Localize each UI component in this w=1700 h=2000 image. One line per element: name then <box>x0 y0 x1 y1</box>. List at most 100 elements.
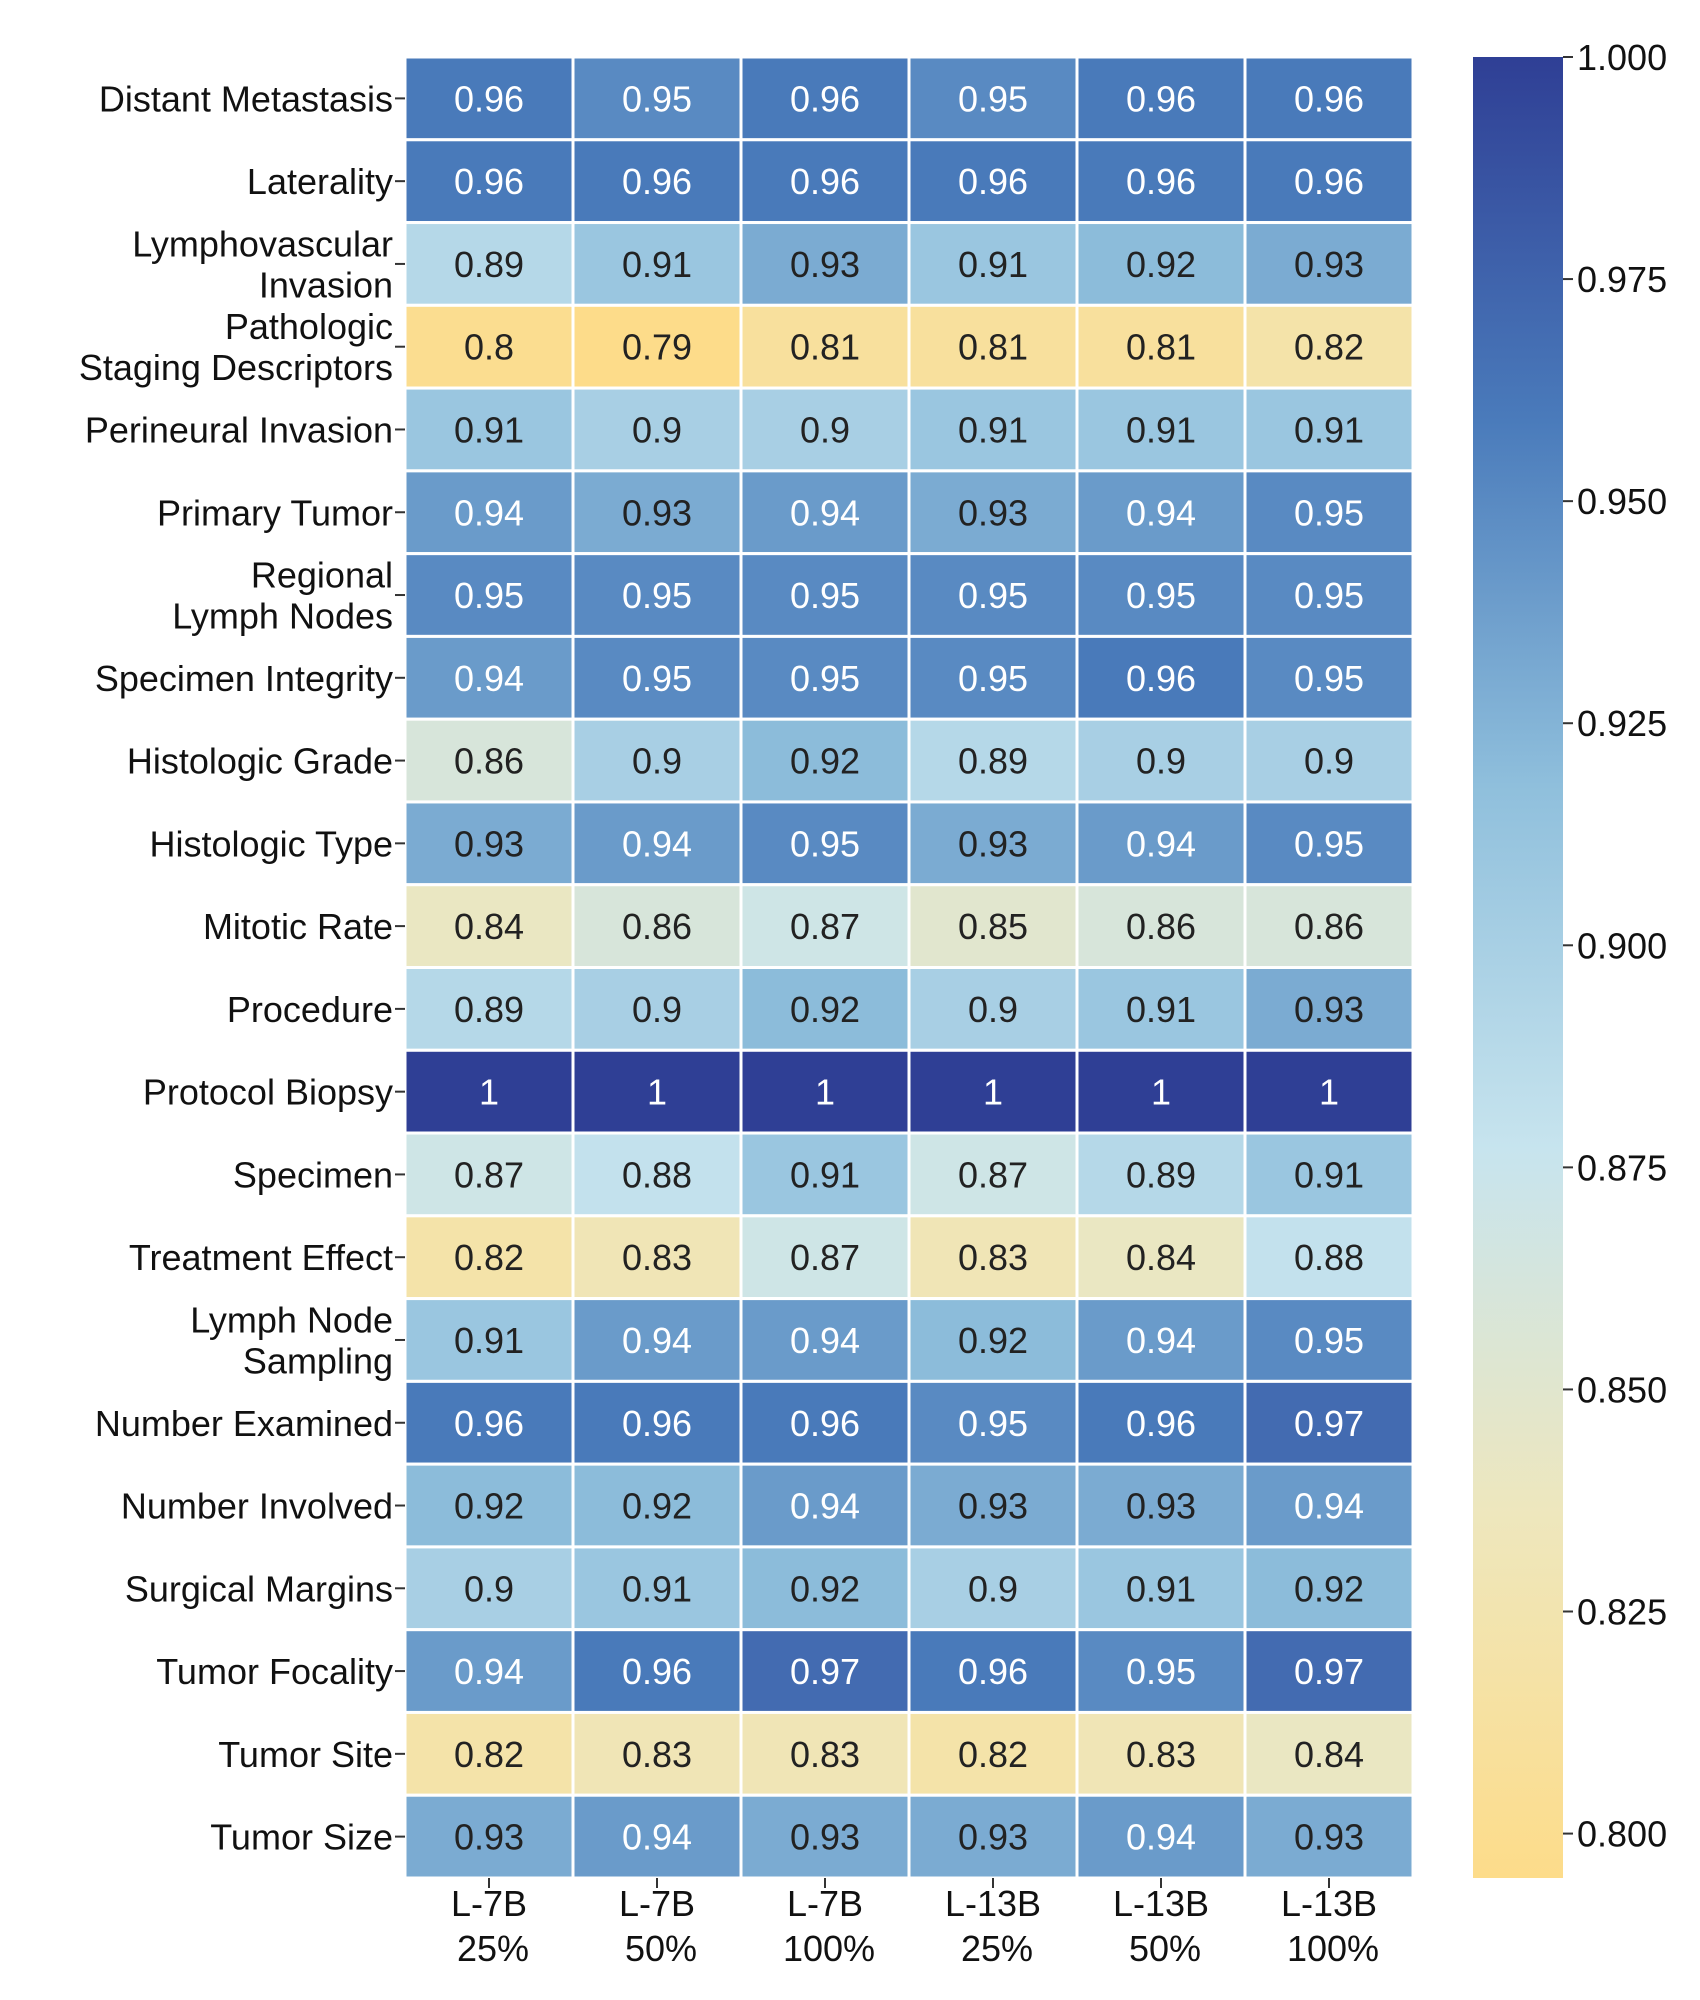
heatmap-cell <box>907 221 1079 307</box>
cell-value-label: 0.79 <box>622 327 692 368</box>
cell-value-label: 0.93 <box>958 492 1028 533</box>
colorbar-tick-label: 0.900 <box>1577 925 1667 966</box>
heatmap-cell <box>1243 1131 1415 1218</box>
row-label: Surgical Margins <box>125 1568 393 1609</box>
cell-value-label: 0.81 <box>958 327 1028 368</box>
cell-value-label: 0.97 <box>1294 1651 1364 1692</box>
cell-value-label: 0.87 <box>958 1154 1028 1195</box>
cell-value-label: 0.93 <box>958 823 1028 864</box>
row-label: Specimen <box>233 1154 393 1195</box>
cell-value-label: 0.93 <box>1294 244 1364 285</box>
cell-value-label: 0.95 <box>958 658 1028 699</box>
cell-value-label: 0.8 <box>464 327 514 368</box>
cell-value-label: 0.91 <box>958 244 1028 285</box>
cell-value-label: 0.95 <box>790 658 860 699</box>
cell-value-label: 0.95 <box>1294 823 1364 864</box>
heatmap-cell <box>1243 1214 1415 1301</box>
heatmap-cell <box>403 800 575 887</box>
heatmap-cell <box>571 717 743 804</box>
heatmap-cell <box>1243 1297 1415 1383</box>
heatmap-cell <box>1243 1462 1415 1549</box>
cell-value-label: 0.95 <box>958 575 1028 616</box>
row-label: Tumor Focality <box>156 1651 393 1692</box>
heatmap-cell <box>1243 1710 1415 1797</box>
cell-value-label: 0.95 <box>790 575 860 616</box>
colorbar: 0.800 0.825 0.850 0.875 0.900 0.925 0.950 0.975… <box>1473 37 1667 1878</box>
heatmap-cell <box>907 1048 1079 1135</box>
heatmap-cell <box>739 1131 911 1218</box>
cell-value-label: 1 <box>479 1072 499 1113</box>
heatmap-cell <box>907 1710 1079 1797</box>
cell-value-label: 0.92 <box>790 741 860 782</box>
cell-value-label: 0.95 <box>622 658 692 699</box>
cell-value-label: 0.91 <box>622 1568 692 1609</box>
cell-value-label: 0.83 <box>1126 1734 1196 1775</box>
cell-value-label: 0.95 <box>1294 1320 1364 1361</box>
heatmap-cell <box>1075 1214 1247 1301</box>
cell-value-label: 0.96 <box>454 161 524 202</box>
heatmap-cell <box>403 303 575 390</box>
cell-value-label: 0.95 <box>1294 575 1364 616</box>
heatmap-cell <box>403 1628 575 1714</box>
heatmap-cell <box>907 883 1079 970</box>
heatmap-cell <box>571 55 743 142</box>
heatmap-cell <box>1075 1793 1247 1880</box>
colorbar-tick-label: 0.975 <box>1577 259 1667 300</box>
cell-value-label: 0.96 <box>454 78 524 119</box>
heatmap-cell <box>1243 303 1415 390</box>
cell-value-label: 0.96 <box>1126 658 1196 699</box>
cell-value-label: 0.9 <box>632 409 682 450</box>
cell-value-label: 0.96 <box>622 161 692 202</box>
heatmap-cell <box>403 1462 575 1549</box>
heatmap-cell <box>571 1048 743 1135</box>
heatmap-cell <box>571 303 743 390</box>
cell-value-label: 0.94 <box>790 1320 860 1361</box>
heatmap-cell <box>1075 634 1247 721</box>
cell-value-label: 0.96 <box>454 1403 524 1444</box>
heatmap-cell <box>1243 717 1415 804</box>
cell-value-label: 0.93 <box>454 823 524 864</box>
row-label: Number Involved <box>121 1486 393 1527</box>
heatmap-cell <box>1075 221 1247 307</box>
cell-value-label: 0.96 <box>622 1403 692 1444</box>
heatmap-cell <box>907 1628 1079 1714</box>
heatmap-cell <box>1243 386 1415 473</box>
heatmap-cell <box>1243 552 1415 638</box>
heatmap-cell <box>403 469 575 556</box>
cell-value-label: 0.95 <box>1294 658 1364 699</box>
cell-value-label: 0.96 <box>1126 78 1196 119</box>
cell-value-label: 0.95 <box>1294 492 1364 533</box>
cell-value-label: 0.9 <box>1136 741 1186 782</box>
row-label: Lymphovascular Invasion <box>132 223 393 305</box>
cell-value-label: 0.96 <box>1294 161 1364 202</box>
cell-value-label: 0.93 <box>1294 989 1364 1030</box>
cell-value-label: 0.92 <box>958 1320 1028 1361</box>
cell-value-label: 0.94 <box>622 823 692 864</box>
heatmap-cell <box>403 1214 575 1301</box>
heatmap-cell <box>907 138 1079 225</box>
heatmap-cell <box>1243 634 1415 721</box>
heatmap-cell <box>571 800 743 887</box>
heatmap-cell <box>571 221 743 307</box>
heatmap-cell <box>403 1793 575 1880</box>
cell-value-label: 0.93 <box>1126 1486 1196 1527</box>
heatmap-cell <box>907 1214 1079 1301</box>
row-label: Laterality <box>247 161 393 202</box>
cell-value-label: 0.93 <box>790 1817 860 1858</box>
heatmap-cell <box>571 1793 743 1880</box>
cell-value-label: 0.86 <box>622 906 692 947</box>
heatmap-cell <box>571 1628 743 1714</box>
cell-value-label: 0.91 <box>790 1154 860 1195</box>
cell-value-label: 1 <box>983 1072 1003 1113</box>
heatmap-cell <box>907 1545 1079 1632</box>
row-label: Specimen Integrity <box>95 658 393 699</box>
cell-value-label: 0.86 <box>1294 906 1364 947</box>
cell-value-label: 0.89 <box>958 741 1028 782</box>
cell-value-label: 0.96 <box>958 161 1028 202</box>
cell-value-label: 0.92 <box>790 1568 860 1609</box>
cell-value-label: 0.96 <box>1294 78 1364 119</box>
column-label: L-13B 100% <box>1281 1883 1379 1969</box>
heatmap-cell <box>571 966 743 1052</box>
cell-value-label: 0.92 <box>622 1486 692 1527</box>
heatmap-cell <box>403 966 575 1052</box>
